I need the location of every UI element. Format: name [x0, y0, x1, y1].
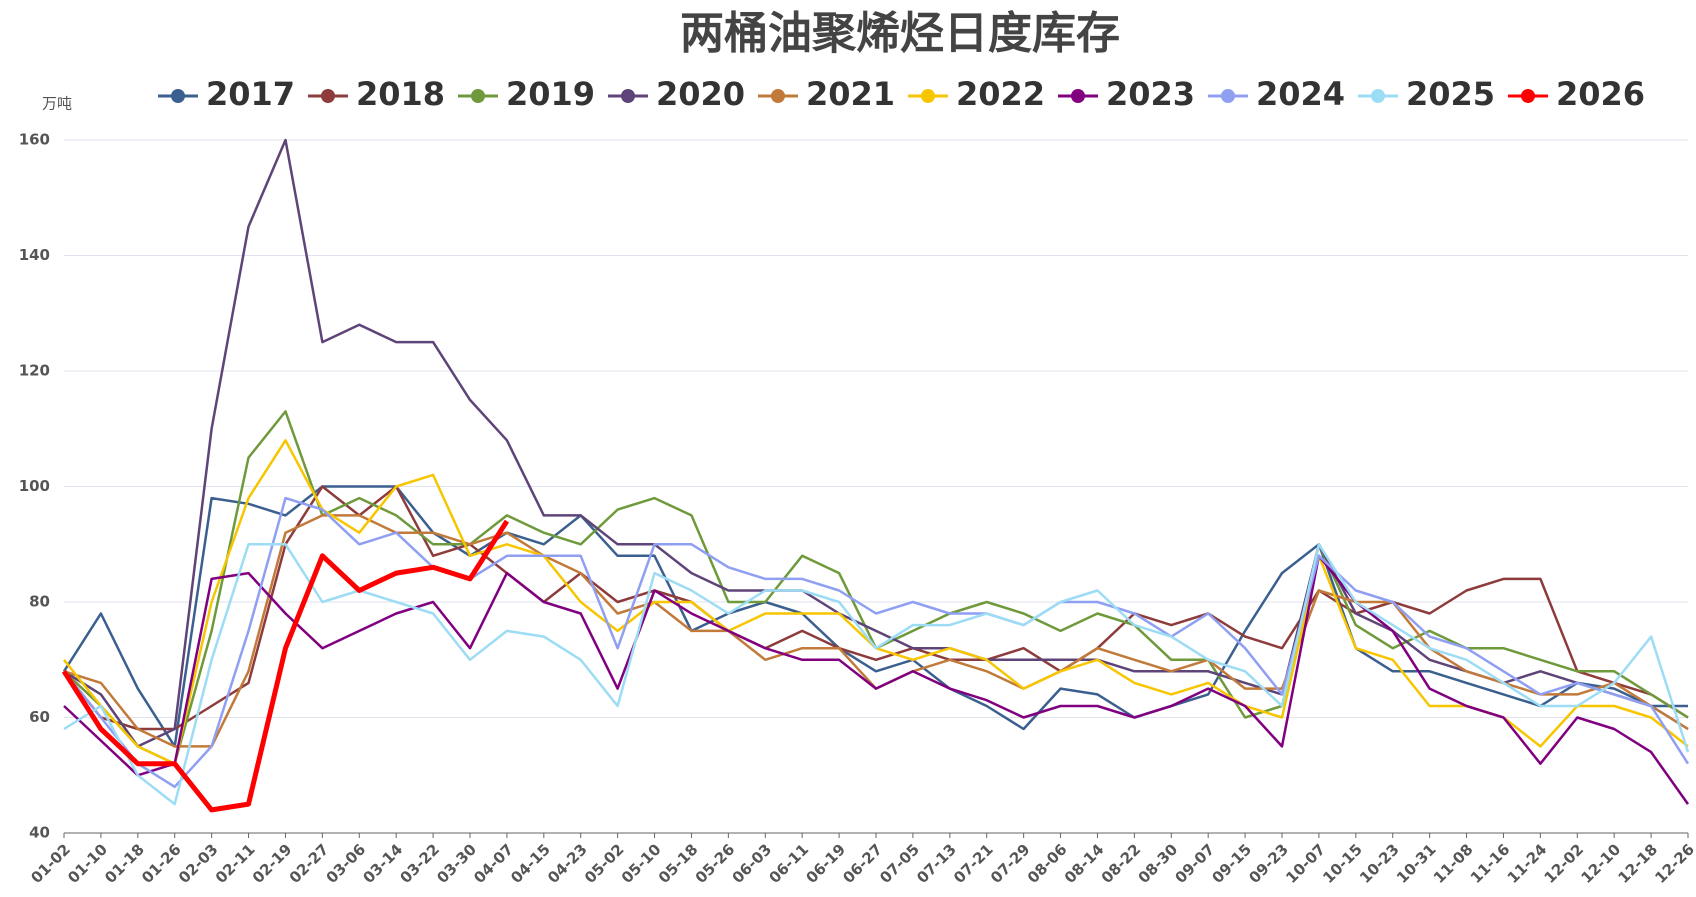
y-tick-label: 120 [19, 362, 50, 380]
x-tick-label: 07-13 [913, 840, 960, 887]
legend-label: 2024 [1256, 75, 1345, 113]
x-tick-label: 04-07 [470, 840, 517, 887]
x-tick-label: 08-22 [1098, 840, 1145, 887]
legend-marker [471, 89, 485, 103]
x-tick-label: 07-29 [987, 840, 1034, 887]
x-tick-label: 08-14 [1061, 840, 1108, 887]
legend-label: 2025 [1406, 75, 1495, 113]
x-tick-label: 12-18 [1614, 840, 1661, 887]
y-tick-label: 80 [29, 593, 50, 611]
x-tick-label: 06-03 [729, 840, 776, 887]
x-tick-label: 10-23 [1356, 840, 1403, 887]
x-tick-label: 01-26 [138, 840, 185, 887]
x-tick-label: 06-19 [802, 840, 849, 887]
legend-label: 2018 [356, 75, 445, 113]
x-tick-label: 10-31 [1393, 840, 1440, 887]
x-tick-label: 11-24 [1504, 840, 1551, 887]
legend-marker [1371, 89, 1385, 103]
x-tick-label: 08-30 [1135, 840, 1182, 887]
x-tick-label: 02-03 [175, 840, 222, 887]
x-tick-label: 11-08 [1430, 840, 1477, 887]
legend-marker [921, 89, 935, 103]
x-tick-label: 03-06 [323, 840, 370, 887]
x-tick-label: 07-21 [950, 840, 997, 887]
legend-label: 2020 [656, 75, 745, 113]
x-tick-label: 08-06 [1024, 840, 1071, 887]
chart-title: 两桶油聚烯烃日度库存 [680, 8, 1120, 59]
legend-label: 2019 [506, 75, 595, 113]
x-tick-label: 02-27 [286, 840, 333, 887]
legend-marker [771, 89, 785, 103]
x-tick-label: 09-15 [1208, 840, 1255, 887]
series-line [63, 485, 1689, 731]
legend-marker [1221, 89, 1235, 103]
x-tick-label: 06-11 [766, 840, 813, 887]
y-tick-label: 140 [19, 246, 50, 264]
legend-label: 2026 [1556, 75, 1645, 113]
x-tick-label: 12-02 [1541, 840, 1588, 887]
y-tick-label: 40 [29, 824, 50, 842]
legend-label: 2017 [206, 75, 295, 113]
series-line [63, 496, 1690, 789]
legend-label: 2023 [1106, 75, 1195, 113]
x-tick-label: 03-30 [433, 840, 480, 887]
series-line [61, 519, 510, 813]
x-tick-label: 03-14 [360, 840, 407, 887]
x-tick-label: 12-26 [1651, 840, 1696, 887]
x-tick-label: 02-19 [249, 840, 296, 887]
x-tick-label: 09-23 [1245, 840, 1292, 887]
x-tick-label: 05-18 [655, 840, 702, 887]
series-line [63, 543, 1690, 806]
x-tick-label: 09-07 [1172, 840, 1219, 887]
x-tick-label: 11-16 [1467, 840, 1514, 887]
x-tick-label: 05-26 [692, 840, 739, 887]
x-tick-label: 07-05 [876, 840, 923, 887]
legend-marker [1521, 89, 1535, 103]
x-tick-label: 01-10 [64, 840, 111, 887]
x-tick-label: 04-23 [544, 840, 591, 887]
x-tick-label: 01-02 [27, 840, 74, 887]
x-tick-label: 01-18 [101, 840, 148, 887]
series-line [63, 554, 1690, 805]
x-tick-label: 03-22 [396, 840, 443, 887]
legend-label: 2022 [956, 75, 1045, 113]
legend-marker [321, 89, 335, 103]
x-tick-label: 10-07 [1282, 840, 1329, 887]
x-tick-label: 04-15 [507, 840, 554, 887]
x-tick-label: 06-27 [839, 840, 886, 887]
legend-label: 2021 [806, 75, 895, 113]
series-line [63, 138, 1689, 748]
legend-marker [621, 89, 635, 103]
x-tick-label: 02-11 [212, 840, 259, 887]
legend-marker [171, 89, 185, 103]
y-tick-label: 100 [19, 477, 50, 495]
series-line [62, 485, 1688, 748]
y-tick-label: 60 [29, 708, 50, 726]
x-tick-label: 05-02 [581, 840, 628, 887]
x-tick-label: 05-10 [618, 840, 665, 887]
legend-marker [1071, 89, 1085, 103]
y-tick-label: 160 [19, 131, 50, 149]
y-unit: 万吨 [42, 95, 72, 113]
x-tick-label: 12-10 [1578, 840, 1625, 887]
x-tick-label: 10-15 [1319, 840, 1366, 887]
